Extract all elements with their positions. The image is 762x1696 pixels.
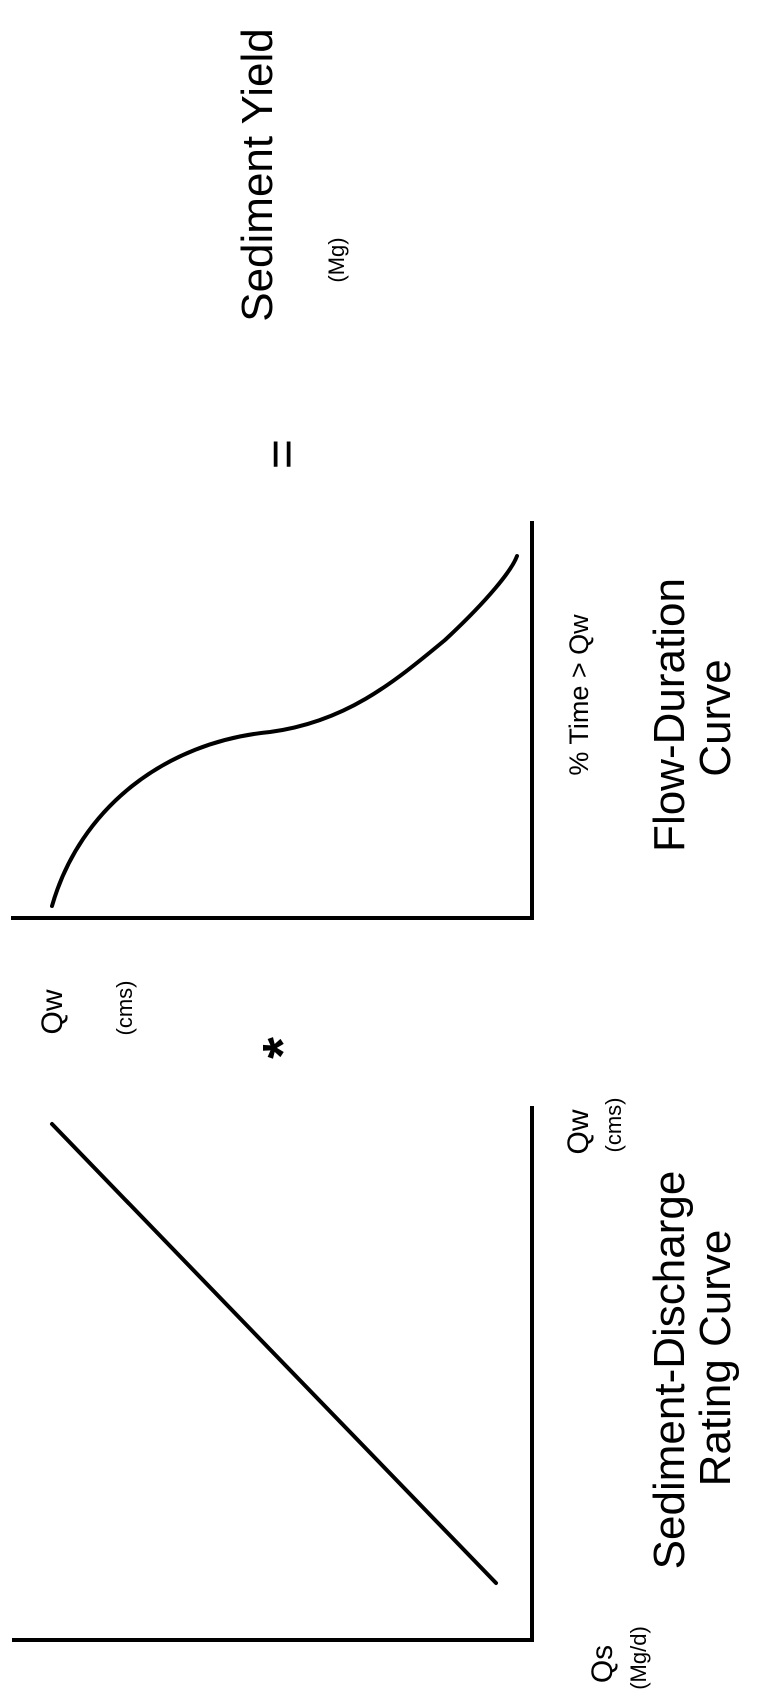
rating-curve-x-unit: (cms) bbox=[601, 1098, 626, 1153]
multiply-operator: * bbox=[251, 1037, 314, 1059]
flow-duration-title-line2: Curve bbox=[691, 659, 740, 776]
result-unit: (Mg) bbox=[324, 237, 349, 282]
rating-curve-y-unit: (Mg/d) bbox=[626, 1626, 651, 1690]
rating-curve-x-label: Qw bbox=[562, 1109, 595, 1154]
flow-duration-x-label: % Time > Qw bbox=[564, 614, 594, 776]
equals-operator: = bbox=[253, 439, 311, 469]
flow-duration-title-line1: Flow-Duration bbox=[645, 578, 694, 852]
rating-curve-title-line2: Rating Curve bbox=[691, 1230, 740, 1487]
result-label: Sediment Yield bbox=[233, 28, 282, 322]
flow-duration-panel: Qw (cms) % Time > Qw Flow-Duration Curve bbox=[11, 521, 740, 1036]
rating-curve-line bbox=[50, 1122, 498, 1585]
rating-curve-panel: Qs (Mg/d) Qw (cms) Sediment-Discharge Ra… bbox=[12, 1098, 740, 1690]
result-group: Sediment Yield (Mg) bbox=[233, 28, 349, 322]
flow-duration-curve bbox=[50, 554, 519, 908]
rating-curve-y-label: Qs bbox=[586, 1645, 619, 1683]
flow-duration-y-label: Qw bbox=[36, 989, 69, 1034]
rating-curve-title-line1: Sediment-Discharge bbox=[645, 1171, 694, 1570]
flow-duration-y-unit: (cms) bbox=[112, 981, 137, 1036]
